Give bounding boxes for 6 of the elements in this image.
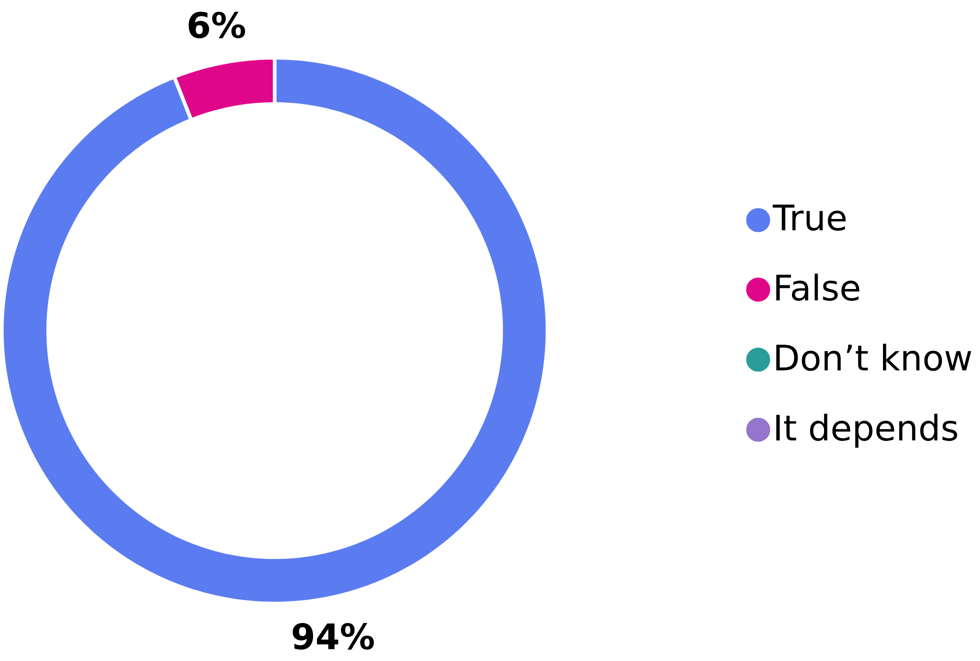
data-label: 94% xyxy=(292,622,374,650)
legend-label: True xyxy=(772,204,846,231)
data-label: 6% xyxy=(188,12,246,38)
legend-label: False xyxy=(776,273,860,301)
legend-label: It depends xyxy=(776,414,958,448)
legend-label: Don’t know xyxy=(776,344,972,371)
